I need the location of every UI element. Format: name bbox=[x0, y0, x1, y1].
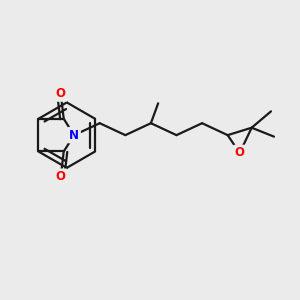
Text: O: O bbox=[56, 87, 66, 100]
Text: N: N bbox=[69, 129, 79, 142]
Text: O: O bbox=[235, 146, 245, 160]
Text: O: O bbox=[56, 170, 66, 183]
